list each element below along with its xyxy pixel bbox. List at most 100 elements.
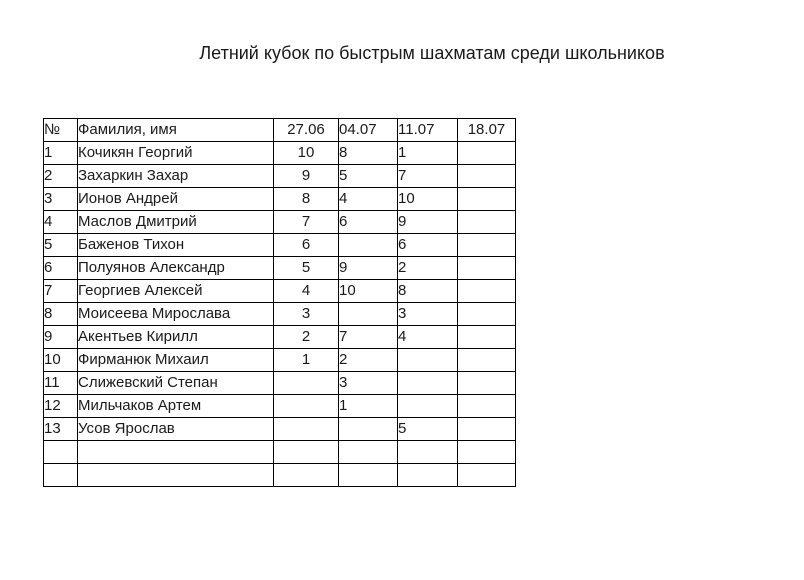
player-name-cell bbox=[77, 463, 274, 487]
player-name-cell: Захаркин Захар bbox=[77, 164, 274, 188]
score-cell bbox=[457, 325, 516, 349]
score-cell bbox=[273, 394, 339, 418]
player-name-cell bbox=[77, 440, 274, 464]
player-name-cell: Маслов Дмитрий bbox=[77, 210, 274, 234]
score-cell: 7 bbox=[273, 210, 339, 234]
row-number-cell: 2 bbox=[43, 164, 78, 188]
score-cell: 10 bbox=[273, 141, 339, 165]
score-cell: 3 bbox=[338, 371, 398, 395]
score-cell: 4 bbox=[338, 187, 398, 211]
table-row: 13 Усов Ярослав 5 bbox=[43, 417, 516, 441]
table-row bbox=[43, 440, 516, 464]
table-row: 11 Слижевский Степан 3 bbox=[43, 371, 516, 395]
row-number-cell bbox=[43, 463, 78, 487]
table-header: № Фамилия, имя 27.06 04.07 11.07 18.07 bbox=[43, 118, 516, 142]
score-cell: 7 bbox=[338, 325, 398, 349]
score-cell bbox=[397, 440, 458, 464]
score-cell bbox=[397, 348, 458, 372]
score-cell: 6 bbox=[397, 233, 458, 257]
score-cell bbox=[457, 187, 516, 211]
score-cell bbox=[457, 279, 516, 303]
score-cell: 3 bbox=[397, 302, 458, 326]
score-cell: 2 bbox=[273, 325, 339, 349]
player-name-cell: Мильчаков Артем bbox=[77, 394, 274, 418]
score-cell: 4 bbox=[273, 279, 339, 303]
score-cell bbox=[457, 302, 516, 326]
player-name-cell: Полуянов Александр bbox=[77, 256, 274, 280]
row-number-cell: 8 bbox=[43, 302, 78, 326]
header-cell: № bbox=[43, 118, 78, 142]
score-cell: 6 bbox=[338, 210, 398, 234]
score-cell bbox=[397, 371, 458, 395]
score-cell bbox=[338, 463, 398, 487]
score-cell: 7 bbox=[397, 164, 458, 188]
row-number-cell: 6 bbox=[43, 256, 78, 280]
player-name-cell: Фирманюк Михаил bbox=[77, 348, 274, 372]
score-cell bbox=[457, 371, 516, 395]
score-cell: 1 bbox=[273, 348, 339, 372]
score-cell bbox=[273, 463, 339, 487]
score-cell: 3 bbox=[273, 302, 339, 326]
score-cell bbox=[273, 440, 339, 464]
score-cell bbox=[338, 440, 398, 464]
score-cell: 1 bbox=[397, 141, 458, 165]
header-cell: Фамилия, имя bbox=[77, 118, 274, 142]
table-row: 3 Ионов Андрей 8 4 10 bbox=[43, 187, 516, 211]
page-title: Летний кубок по быстрым шахматам среди ш… bbox=[199, 43, 665, 63]
row-number-cell: 13 bbox=[43, 417, 78, 441]
score-cell bbox=[457, 256, 516, 280]
table-row bbox=[43, 463, 516, 487]
score-cell: 2 bbox=[338, 348, 398, 372]
score-cell bbox=[273, 417, 339, 441]
table-row: 9 Акентьев Кирилл 2 7 4 bbox=[43, 325, 516, 349]
score-cell: 2 bbox=[397, 256, 458, 280]
player-name-cell: Баженов Тихон bbox=[77, 233, 274, 257]
player-name-cell: Усов Ярослав bbox=[77, 417, 274, 441]
player-name-cell: Георгиев Алексей bbox=[77, 279, 274, 303]
results-table: № Фамилия, имя 27.06 04.07 11.07 18.07 1 Кочик… bbox=[43, 118, 516, 487]
score-cell: 5 bbox=[273, 256, 339, 280]
row-number-cell: 11 bbox=[43, 371, 78, 395]
score-cell: 5 bbox=[338, 164, 398, 188]
score-cell: 8 bbox=[338, 141, 398, 165]
score-cell: 5 bbox=[397, 417, 458, 441]
row-number-cell: 7 bbox=[43, 279, 78, 303]
score-cell bbox=[273, 371, 339, 395]
score-cell: 4 bbox=[397, 325, 458, 349]
score-cell: 10 bbox=[338, 279, 398, 303]
table-row: 2 Захаркин Захар 9 5 7 bbox=[43, 164, 516, 188]
row-number-cell: 10 bbox=[43, 348, 78, 372]
score-cell bbox=[457, 210, 516, 234]
table-row: 5 Баженов Тихон 6 6 bbox=[43, 233, 516, 257]
score-cell bbox=[338, 233, 398, 257]
table-body: 1 Кочикян Георгий 10 8 1 2 Захаркин Захар 9 5 7 3 И… bbox=[43, 141, 516, 487]
score-cell bbox=[457, 394, 516, 418]
score-cell bbox=[457, 233, 516, 257]
score-cell bbox=[457, 440, 516, 464]
player-name-cell: Ионов Андрей bbox=[77, 187, 274, 211]
table-row: 12 Мильчаков Артем 1 bbox=[43, 394, 516, 418]
score-cell bbox=[457, 417, 516, 441]
score-cell: 9 bbox=[338, 256, 398, 280]
row-number-cell: 3 bbox=[43, 187, 78, 211]
score-cell bbox=[397, 394, 458, 418]
header-cell: 18.07 bbox=[457, 118, 516, 142]
header-cell: 04.07 bbox=[338, 118, 398, 142]
score-cell bbox=[457, 141, 516, 165]
row-number-cell: 12 bbox=[43, 394, 78, 418]
player-name-cell: Слижевский Степан bbox=[77, 371, 274, 395]
row-number-cell: 4 bbox=[43, 210, 78, 234]
table-row: 4 Маслов Дмитрий 7 6 9 bbox=[43, 210, 516, 234]
header-cell: 11.07 bbox=[397, 118, 458, 142]
row-number-cell: 5 bbox=[43, 233, 78, 257]
score-cell bbox=[338, 417, 398, 441]
row-number-cell: 9 bbox=[43, 325, 78, 349]
row-number-cell bbox=[43, 440, 78, 464]
score-cell bbox=[457, 164, 516, 188]
score-cell: 8 bbox=[273, 187, 339, 211]
row-number-cell: 1 bbox=[43, 141, 78, 165]
score-cell: 1 bbox=[338, 394, 398, 418]
table-row: 6 Полуянов Александр 5 9 2 bbox=[43, 256, 516, 280]
score-cell: 9 bbox=[273, 164, 339, 188]
